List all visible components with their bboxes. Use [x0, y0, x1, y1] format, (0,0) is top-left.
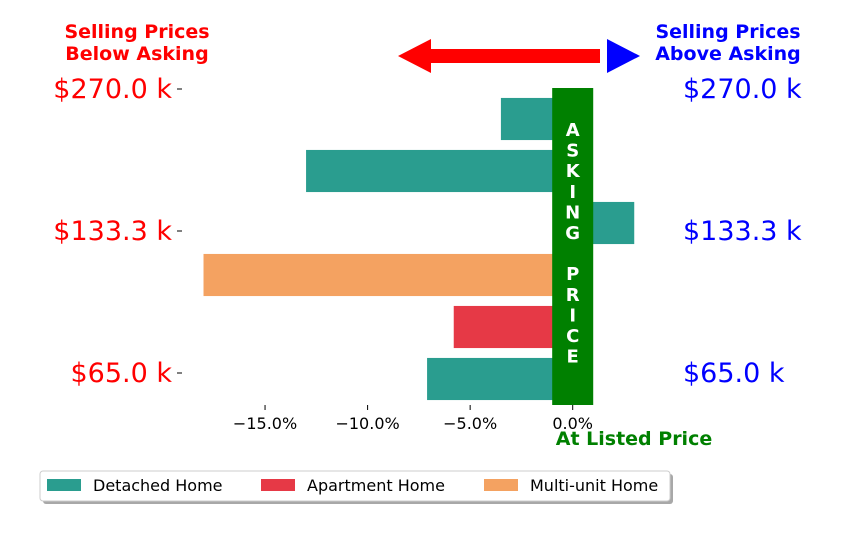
below-asking-header-line2: Below Asking: [65, 43, 208, 65]
asking-price-bar: [552, 88, 594, 405]
right-arrow-icon: [607, 39, 640, 73]
at-listed-price-label: At Listed Price: [556, 428, 712, 450]
legend-swatch: [484, 479, 518, 491]
bar-2: [306, 149, 573, 193]
legend-box: [39, 470, 671, 502]
asking-letter: P: [566, 264, 579, 285]
legend-swatch: [261, 479, 295, 491]
asking-letter: I: [569, 305, 576, 326]
left-arrow-icon: [398, 39, 600, 73]
x-tick-label: −5.0%: [443, 414, 497, 433]
asking-letter: K: [566, 161, 581, 182]
asking-letter: G: [565, 223, 580, 244]
legend: Detached Home Apartment Home Multi-unit Ho…: [39, 470, 673, 504]
legend-label: Detached Home: [93, 476, 223, 495]
above-asking-header-line1: Selling Prices: [655, 21, 800, 43]
legend-items: Detached Home Apartment Home Multi-unit Ho…: [47, 476, 658, 495]
y-tick-label-left: $65.0 k: [70, 358, 172, 389]
y-tick-label-right: $65.0 k: [683, 358, 785, 389]
y-axis-ticks: $270.0 k $133.3 k $65.0 k $270.0 k $133.3 k $…: [53, 74, 802, 389]
asking-letter: N: [565, 202, 580, 223]
y-tick-label-right: $133.3 k: [683, 216, 802, 247]
asking-letter: E: [567, 347, 579, 368]
asking-letter: A: [566, 120, 580, 141]
bars-layer: [203, 97, 635, 401]
y-tick-label-left: $133.3 k: [53, 216, 172, 247]
y-tick-label-right: $270.0 k: [683, 74, 802, 105]
legend-label: Apartment Home: [307, 476, 445, 495]
asking-letter: I: [569, 182, 576, 203]
legend-label: Multi-unit Home: [530, 476, 658, 495]
below-asking-header-line1: Selling Prices: [64, 21, 209, 43]
asking-letter: R: [566, 285, 580, 306]
asking-letter: S: [566, 141, 579, 162]
x-tick-label: 0.0%: [552, 414, 593, 433]
bar-6: [427, 357, 573, 401]
x-tick-label: −10.0%: [335, 414, 399, 433]
above-asking-header-line2: Above Asking: [655, 43, 801, 65]
x-tick-label: −15.0%: [233, 414, 297, 433]
bar-4: [203, 253, 573, 297]
asking-letter: C: [566, 326, 579, 347]
y-tick-label-left: $270.0 k: [53, 74, 172, 105]
legend-swatch: [47, 479, 81, 491]
direction-arrow: [398, 39, 640, 73]
x-axis-ticks: −15.0% −10.0% −5.0% 0.0%: [233, 405, 593, 433]
